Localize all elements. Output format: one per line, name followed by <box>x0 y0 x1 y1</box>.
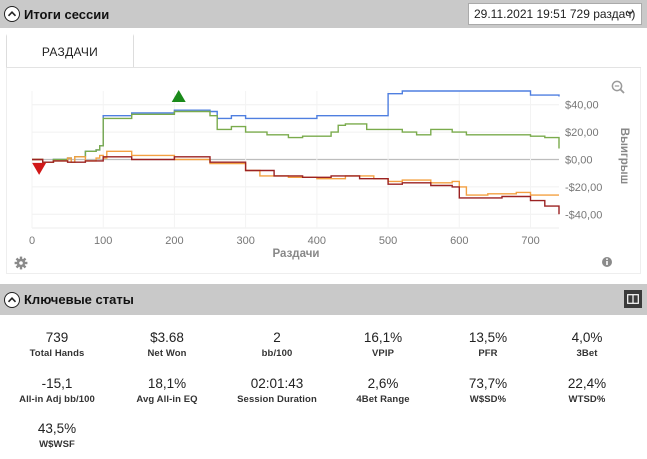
max-marker <box>171 90 186 102</box>
stat-label: All-in Adj bb/100 <box>19 394 95 405</box>
stat-value: 2,6% <box>367 376 399 391</box>
stat-label: Total Hands <box>29 348 85 359</box>
stat-item: 739 Total Hands <box>2 330 112 359</box>
winnings-chart: $40,00 $20,00 $0,00 -$20,00 -$40,00 0 100 200 30… <box>14 80 630 270</box>
tab-hands[interactable]: РАЗДАЧИ <box>6 34 134 67</box>
session-summary-header: Итоги сессии 29.11.2021 19:51 729 раздач… <box>0 0 647 28</box>
tick-layer: $40,00 $20,00 $0,00 -$20,00 -$40,00 0 100 200 30… <box>29 100 602 247</box>
key-stats-header: Ключевые статы <box>0 284 647 315</box>
session-select-value: 29.11.2021 19:51 729 раздач) <box>474 7 636 21</box>
series-line-4 <box>32 156 560 215</box>
y-axis-label: Выигрыш <box>618 128 630 184</box>
stat-value: 16,1% <box>363 330 403 345</box>
info-icon[interactable] <box>602 257 612 267</box>
stat-value: 22,4% <box>567 376 607 391</box>
y-tick-label: $40,00 <box>565 100 599 112</box>
x-tick-label: 500 <box>379 235 397 247</box>
chevron-up-icon <box>7 296 17 302</box>
stat-label: bb/100 <box>261 348 293 359</box>
stat-item: 73,7% W$SD% <box>433 376 543 405</box>
stat-value: 13,5% <box>468 330 508 345</box>
series-line-3 <box>32 150 559 196</box>
stat-value: 4,0% <box>571 330 603 345</box>
stat-value: 43,5% <box>37 421 77 436</box>
graph-panel: $40,00 $20,00 $0,00 -$20,00 -$40,00 0 100 200 30… <box>6 68 641 274</box>
marker-layer <box>32 90 186 175</box>
x-tick-label: 100 <box>94 235 112 247</box>
stat-label: WTSD% <box>568 394 606 405</box>
columns-icon <box>627 294 639 304</box>
stat-label: Net Won <box>147 348 187 359</box>
y-tick-label: $20,00 <box>565 127 599 139</box>
stat-label: 3Bet <box>576 348 598 359</box>
stat-item: -15,1 All-in Adj bb/100 <box>2 376 112 405</box>
stat-item: 2,6% 4Bet Range <box>328 376 438 405</box>
stat-value: 73,7% <box>468 376 508 391</box>
stat-item: 43,5% W$WSF <box>2 421 112 450</box>
key-stats-title: Ключевые статы <box>24 292 134 307</box>
session-select[interactable]: 29.11.2021 19:51 729 раздач) <box>468 3 642 25</box>
chevron-down-icon <box>625 7 635 20</box>
stat-label: Avg All-in EQ <box>136 394 198 405</box>
zoom-icon[interactable] <box>611 80 625 94</box>
stat-value: -15,1 <box>41 376 73 391</box>
x-tick-label: 600 <box>450 235 468 247</box>
stat-label: 4Bet Range <box>356 394 410 405</box>
stat-value: 739 <box>45 330 69 345</box>
stat-item: 2 bb/100 <box>222 330 332 359</box>
stat-label: W$WSF <box>39 439 75 450</box>
stat-label: PFR <box>478 348 498 359</box>
layout-toggle-button[interactable] <box>624 290 642 308</box>
stat-label: W$SD% <box>469 394 507 405</box>
y-tick-label: $0,00 <box>565 155 593 167</box>
x-axis-label: Раздачи <box>273 248 320 260</box>
x-tick-label: 700 <box>521 235 539 247</box>
stat-item: $3.68 Net Won <box>112 330 222 359</box>
x-tick-label: 200 <box>165 235 183 247</box>
collapse-session-button[interactable] <box>4 6 20 22</box>
session-summary-title: Итоги сессии <box>24 6 110 22</box>
stat-value: 2 <box>273 330 281 345</box>
min-marker <box>32 162 47 175</box>
tab-divider <box>6 67 641 68</box>
chart-tabs: РАЗДАЧИ <box>6 34 134 67</box>
series-layer <box>32 90 560 215</box>
stat-label: Session Duration <box>237 394 317 405</box>
stat-label: VPIP <box>371 348 395 359</box>
stat-item: 02:01:43 Session Duration <box>222 376 332 405</box>
grid-layer <box>31 91 559 229</box>
chevron-up-icon <box>7 11 17 17</box>
y-tick-label: -$40,00 <box>565 209 602 221</box>
x-tick-label: 400 <box>308 235 326 247</box>
stat-item: 22,4% WTSD% <box>532 376 642 405</box>
x-tick-label: 0 <box>29 235 35 247</box>
collapse-stats-button[interactable] <box>4 291 20 308</box>
stat-value: $3.68 <box>150 330 184 345</box>
y-tick-label: -$20,00 <box>565 182 602 194</box>
stat-value: 18,1% <box>147 376 187 391</box>
gear-icon[interactable] <box>14 256 28 270</box>
stat-item: 4,0% 3Bet <box>532 330 642 359</box>
stat-item: 16,1% VPIP <box>328 330 438 359</box>
x-tick-label: 300 <box>236 235 254 247</box>
series-line-2 <box>32 110 560 163</box>
stat-value: 02:01:43 <box>250 376 304 391</box>
stat-item: 18,1% Avg All-in EQ <box>112 376 222 405</box>
stat-item: 13,5% PFR <box>433 330 543 359</box>
